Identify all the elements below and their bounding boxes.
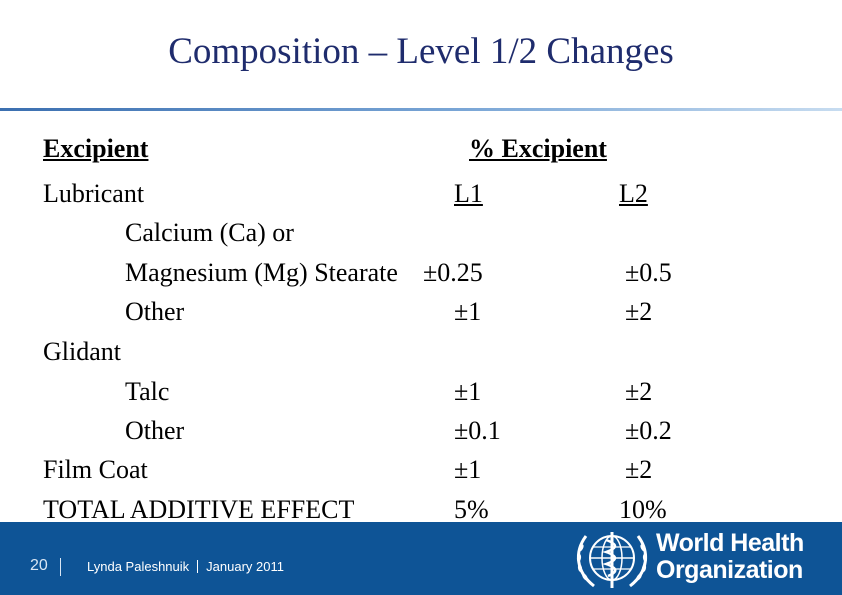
row-glid-other-label: Other xyxy=(125,416,185,445)
column-l1: L1 xyxy=(454,179,483,208)
row-magnesium-l2: ±0.5 xyxy=(625,258,672,287)
page-number: 20 xyxy=(30,557,48,574)
row-total-label: TOTAL ADDITIVE EFFECT xyxy=(43,495,355,524)
row-total-l2: 10% xyxy=(619,495,667,524)
row-film-coat-l1: ±1 xyxy=(454,455,482,484)
row-lub-other-l2: ±2 xyxy=(625,297,653,326)
row-glidant: Glidant xyxy=(43,337,121,366)
footer-author: Lynda Paleshnuik xyxy=(87,559,190,574)
footer-bar: 20 Lynda Paleshnuik January 2011 xyxy=(0,522,842,595)
header-percent-excipient: % Excipient xyxy=(469,134,607,163)
row-calcium: Calcium (Ca) or xyxy=(125,218,294,247)
row-total-l1: 5% xyxy=(454,495,489,524)
row-magnesium-l1: ±0.25 xyxy=(423,258,483,287)
row-film-coat-label: Film Coat xyxy=(43,455,148,484)
row-talc-l1: ±1 xyxy=(454,377,482,406)
who-line-1: World Health xyxy=(656,529,804,557)
who-emblem-icon xyxy=(576,532,648,588)
row-glid-other-l1: ±0.1 xyxy=(454,416,501,445)
row-lub-other-label: Other xyxy=(125,297,185,326)
footer-date: January 2011 xyxy=(206,559,284,574)
row-magnesium-label: Magnesium (Mg) Stearate xyxy=(125,258,398,287)
row-talc-label: Talc xyxy=(125,377,170,406)
row-lubricant: Lubricant xyxy=(43,179,145,208)
column-l2: L2 xyxy=(619,179,648,208)
title-divider xyxy=(0,108,842,111)
slide-title: Composition – Level 1/2 Changes xyxy=(168,31,674,72)
who-line-2: Organization xyxy=(656,556,803,584)
footer-divider xyxy=(197,560,199,573)
row-glid-other-l2: ±0.2 xyxy=(625,416,672,445)
row-film-coat-l2: ±2 xyxy=(625,455,653,484)
header-excipient: Excipient xyxy=(43,134,149,163)
row-lub-other-l1: ±1 xyxy=(454,297,482,326)
footer-author-block: Lynda Paleshnuik January 2011 xyxy=(87,558,327,575)
row-talc-l2: ±2 xyxy=(625,377,653,406)
who-wordmark: World Health Organization xyxy=(656,530,804,584)
footer-separator xyxy=(60,558,61,576)
